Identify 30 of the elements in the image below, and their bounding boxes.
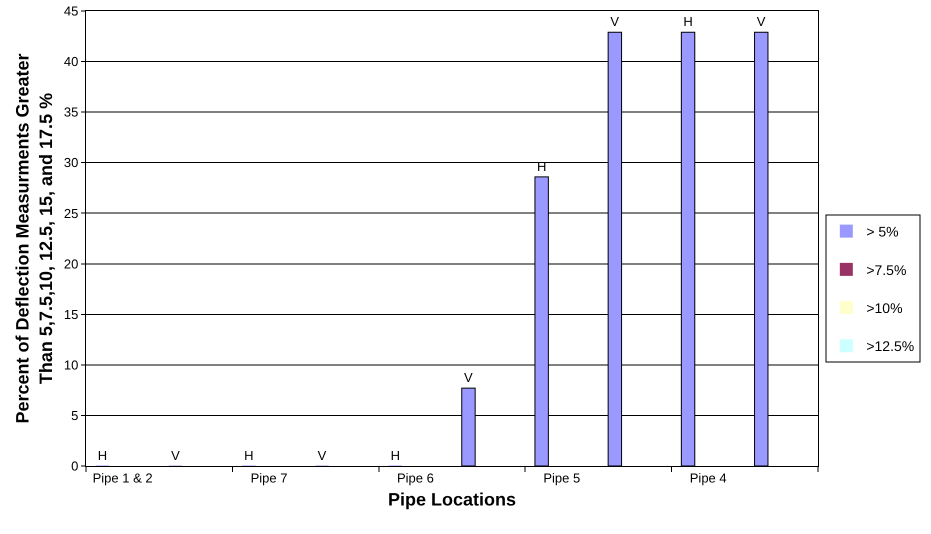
data-label: V [756,14,766,30]
legend-label: >12.5% [866,338,914,354]
x-tick-label: Pipe 7 [250,470,288,486]
y-tick-label: 25 [64,206,78,221]
data-label: V [610,14,620,30]
y-axis-title: Percent of Deflection Measurments Greater Than 5,7.5,10, 12.5, 15, and 17.5 % [12,53,56,424]
x-axis-title: Pipe Locations [388,490,516,510]
x-tick-label: Pipe 5 [543,470,580,486]
data-label: V [318,448,327,463]
x-tick-label: Pipe 4 [690,470,727,486]
y-tick-label: 10 [64,357,78,372]
data-label: V [464,370,473,386]
y-tick-label: 0 [71,458,78,474]
data-label: H [683,14,693,30]
legend-label: >10% [866,300,903,316]
y-tick-label: 5 [71,408,78,423]
data-label: H [98,448,108,463]
x-tick-label: Pipe 6 [396,470,434,486]
y-tick-label: 20 [64,256,78,272]
y-tick-label: 45 [64,4,78,19]
legend-label: >7.5% [866,262,906,278]
y-tick-label: 35 [64,104,78,120]
y-tick-label: 40 [64,54,78,70]
data-label: H [390,448,400,463]
data-label: H [244,448,254,463]
y-tick-label: 30 [64,155,78,170]
y-tick-label: 15 [64,306,78,322]
data-label: V [171,448,180,463]
x-tick-label: Pipe 1 & 2 [92,470,153,486]
legend-label: > 5% [866,224,899,240]
